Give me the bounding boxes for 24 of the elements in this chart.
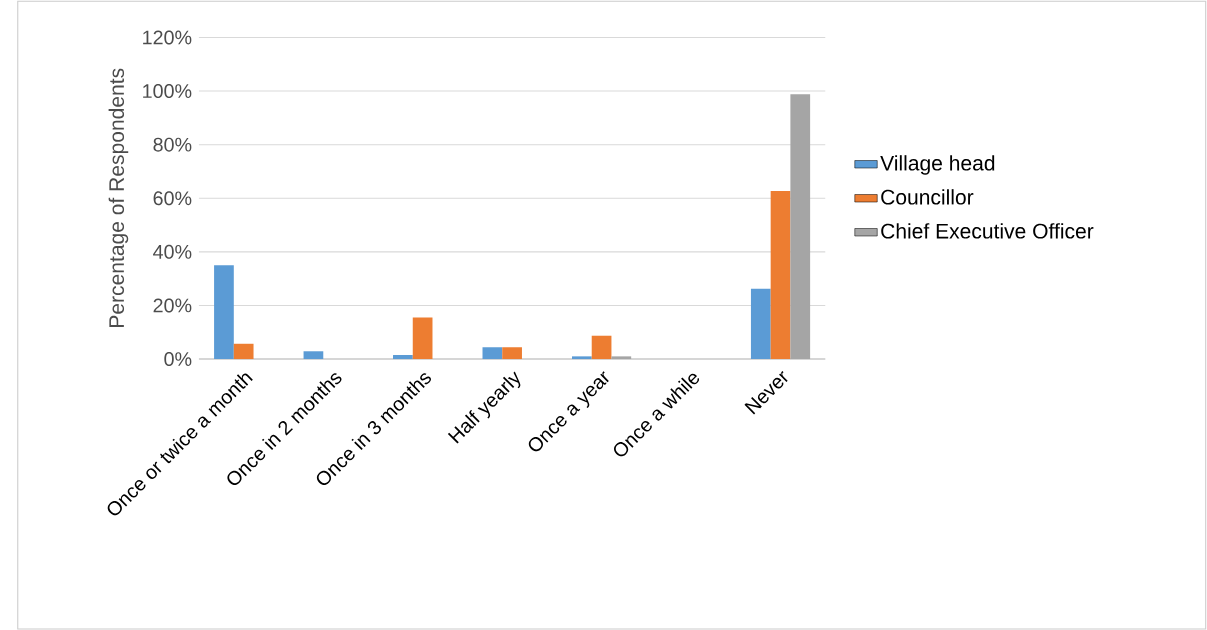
bar — [233, 343, 254, 359]
bar — [303, 351, 324, 359]
bar — [750, 288, 771, 359]
bar — [571, 356, 592, 359]
bar — [412, 317, 433, 359]
bar — [502, 347, 522, 359]
y-tick-label: 40% — [153, 244, 192, 259]
bar — [482, 347, 503, 359]
bar — [591, 335, 612, 359]
y-axis-title: Percentage of Respondents — [108, 68, 129, 327]
bar — [214, 265, 234, 359]
y-tick-label: 100% — [143, 83, 192, 98]
legend-label: Chief Executive Officer — [881, 223, 1094, 239]
bar — [790, 94, 811, 359]
bar — [393, 354, 413, 359]
legend-label: Councillor — [881, 189, 974, 205]
bar — [770, 190, 791, 359]
y-tick-label: 0% — [164, 351, 192, 366]
bar — [611, 356, 632, 359]
y-tick-label: 20% — [153, 298, 192, 313]
y-tick-label: 80% — [153, 137, 192, 152]
y-tick-label: 120% — [143, 30, 192, 45]
y-tick-label: 60% — [153, 191, 192, 206]
legend-label: Village head — [880, 155, 995, 175]
